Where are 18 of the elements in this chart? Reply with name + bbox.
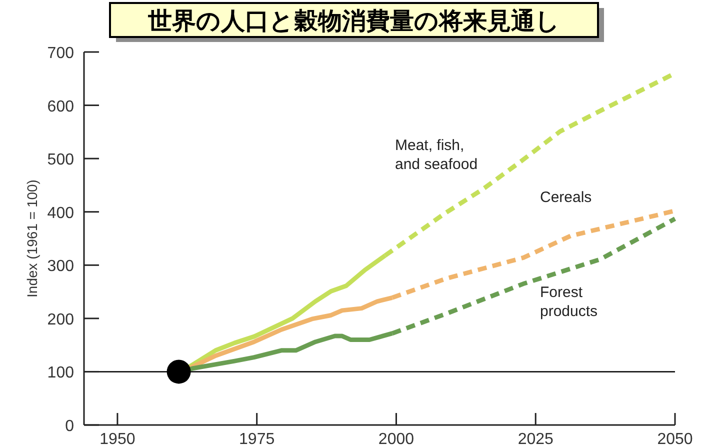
series-label: Meat, fish, and seafood [395, 137, 478, 173]
y-axis-title: Index (1961 = 100) [24, 180, 40, 298]
x-tick-label: 1950 [100, 431, 136, 447]
y-tick-label: 0 [65, 418, 74, 435]
series-label: Cereals [540, 189, 592, 206]
x-tick-label: 2050 [657, 431, 693, 447]
series-label: Forest products [540, 284, 598, 320]
x-tick-label: 2000 [378, 431, 414, 447]
y-tick-label: 300 [47, 258, 74, 276]
x-tick-label: 2025 [518, 431, 554, 447]
y-tick-label: 200 [47, 311, 74, 328]
y-tick-label: 600 [47, 98, 74, 116]
chart-title: 世界の人口と穀物消費量の将来見通し [147, 8, 560, 35]
y-tick-label: 400 [47, 204, 74, 222]
y-tick-label: 700 [47, 45, 74, 62]
x-tick-label: 1975 [239, 431, 275, 447]
y-tick-label: 500 [47, 152, 74, 169]
y-tick-label: 100 [47, 364, 74, 382]
